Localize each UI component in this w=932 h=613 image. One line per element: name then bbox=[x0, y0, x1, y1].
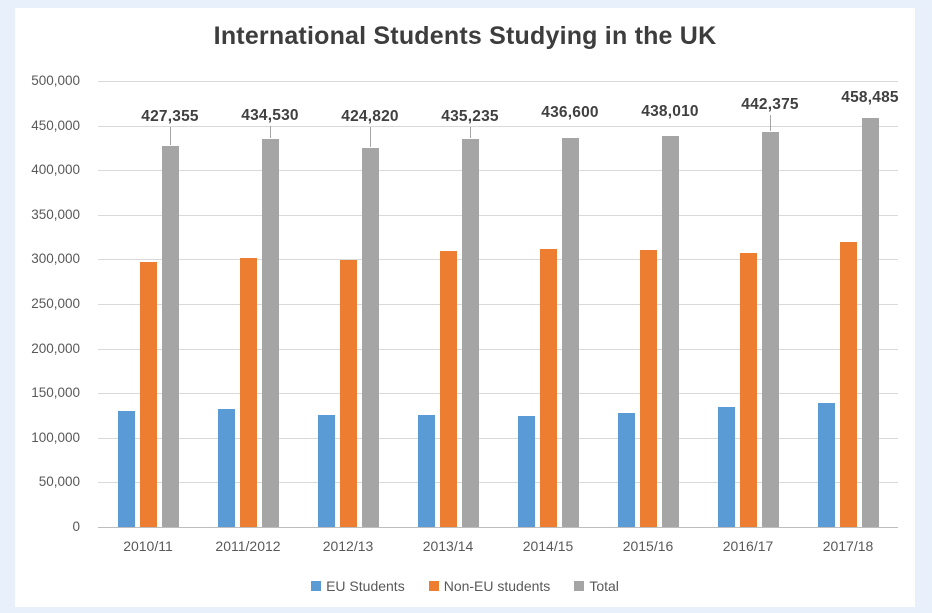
total-data-label-2012-13: 424,820 bbox=[341, 108, 399, 125]
x-axis-category-label-2015-16: 2015/16 bbox=[622, 538, 674, 554]
gridline bbox=[98, 349, 898, 350]
gridline bbox=[98, 126, 898, 127]
y-axis-tick-label: 450,000 bbox=[31, 118, 80, 133]
data-label-leader-line-2016-17 bbox=[770, 115, 771, 131]
x-axis-category-label-2010-11: 2010/11 bbox=[123, 538, 173, 554]
bar-eu-students-2012-13 bbox=[317, 415, 335, 527]
bar-eu-students-2011-2012 bbox=[217, 409, 235, 527]
y-axis-tick-label: 200,000 bbox=[31, 341, 80, 356]
legend-swatch-eu-students bbox=[311, 581, 322, 591]
total-data-label-2015-16: 438,010 bbox=[641, 103, 699, 120]
y-axis-tick-label: 500,000 bbox=[31, 73, 80, 88]
bar-total-2012-13 bbox=[361, 148, 379, 527]
gridline bbox=[98, 438, 898, 439]
bar-total-2016-17 bbox=[761, 132, 779, 527]
gridline bbox=[98, 81, 898, 82]
bar-non-eu-students-2016-17 bbox=[739, 253, 757, 527]
y-axis-tick-label: 250,000 bbox=[31, 296, 80, 311]
bar-non-eu-students-2010-11 bbox=[139, 262, 157, 527]
legend-label-non-eu-students: Non-EU students bbox=[443, 578, 551, 594]
bar-total-2017-18 bbox=[861, 118, 879, 527]
legend-label-total: Total bbox=[589, 578, 619, 594]
bar-non-eu-students-2017-18 bbox=[839, 242, 857, 527]
legend: EU Students Non-EU students Total bbox=[15, 578, 915, 594]
bar-total-2015-16 bbox=[661, 136, 679, 527]
total-data-label-2011-2012: 434,530 bbox=[241, 107, 299, 124]
legend-swatch-non-eu-students bbox=[428, 581, 439, 591]
bar-eu-students-2017-18 bbox=[817, 403, 835, 527]
legend-swatch-total bbox=[574, 581, 585, 591]
legend-item-non-eu-students: Non-EU students bbox=[428, 578, 551, 594]
chart-panel: International Students Studying in the U… bbox=[15, 8, 915, 607]
gridline bbox=[98, 393, 898, 394]
bar-eu-students-2010-11 bbox=[117, 411, 135, 527]
bar-non-eu-students-2011-2012 bbox=[239, 258, 257, 527]
y-axis-tick-label: 400,000 bbox=[31, 162, 80, 177]
y-axis-tick-label: 50,000 bbox=[38, 474, 80, 489]
bar-non-eu-students-2014-15 bbox=[539, 249, 557, 527]
data-label-leader-line-2011-2012 bbox=[270, 126, 271, 138]
y-axis-tick-label: 300,000 bbox=[31, 251, 80, 266]
legend-item-eu-students: EU Students bbox=[311, 579, 405, 593]
bar-total-2013-14 bbox=[461, 139, 479, 527]
y-axis-tick-label: 0 bbox=[72, 519, 80, 534]
bar-eu-students-2015-16 bbox=[617, 413, 635, 527]
bar-non-eu-students-2013-14 bbox=[439, 251, 457, 527]
data-label-leader-line-2012-13 bbox=[370, 127, 371, 147]
bar-eu-students-2014-15 bbox=[517, 416, 535, 527]
y-axis-tick-label: 150,000 bbox=[31, 385, 80, 400]
legend-label-eu-students: EU Students bbox=[326, 578, 405, 594]
x-axis-category-label-2014-15: 2014/15 bbox=[522, 538, 574, 554]
chart-title: International Students Studying in the U… bbox=[213, 22, 717, 50]
x-axis-category-label-2017-18: 2017/18 bbox=[822, 538, 874, 554]
bar-total-2011-2012 bbox=[261, 139, 279, 527]
x-axis-category-label-2013-14: 2013/14 bbox=[422, 538, 474, 554]
gridline bbox=[98, 215, 898, 216]
total-data-label-2017-18: 458,485 bbox=[841, 89, 899, 106]
gridline bbox=[98, 170, 898, 171]
x-axis-category-label-2016-17: 2016/17 bbox=[722, 538, 774, 554]
bar-total-2014-15 bbox=[561, 138, 579, 527]
x-axis-line bbox=[98, 527, 898, 528]
bar-eu-students-2016-17 bbox=[717, 407, 735, 527]
gridline bbox=[98, 482, 898, 483]
bar-eu-students-2013-14 bbox=[417, 415, 435, 527]
x-axis-category-label-2012-13: 2012/13 bbox=[322, 538, 374, 554]
y-axis-tick-label: 350,000 bbox=[31, 207, 80, 222]
bar-total-2010-11 bbox=[161, 146, 179, 527]
total-data-label-2013-14: 435,235 bbox=[441, 108, 499, 125]
bar-non-eu-students-2015-16 bbox=[639, 250, 657, 527]
legend-item-total: Total bbox=[574, 579, 619, 593]
gridline bbox=[98, 259, 898, 260]
total-data-label-2016-17: 442,375 bbox=[741, 96, 799, 113]
data-label-leader-line-2013-14 bbox=[470, 127, 471, 138]
y-axis-tick-label: 100,000 bbox=[31, 430, 80, 445]
plot-area: 500,000 450,000 400,000 350,000 300,000 250,0… bbox=[31, 73, 898, 554]
bar-non-eu-students-2012-13 bbox=[339, 260, 357, 527]
x-axis-category-label-2011-2012: 2011/2012 bbox=[215, 538, 281, 554]
total-data-label-2010-11: 427,355 bbox=[141, 108, 199, 125]
gridline bbox=[98, 304, 898, 305]
data-label-leader-line-2010-11 bbox=[170, 127, 171, 145]
total-data-label-2014-15: 436,600 bbox=[541, 104, 599, 121]
